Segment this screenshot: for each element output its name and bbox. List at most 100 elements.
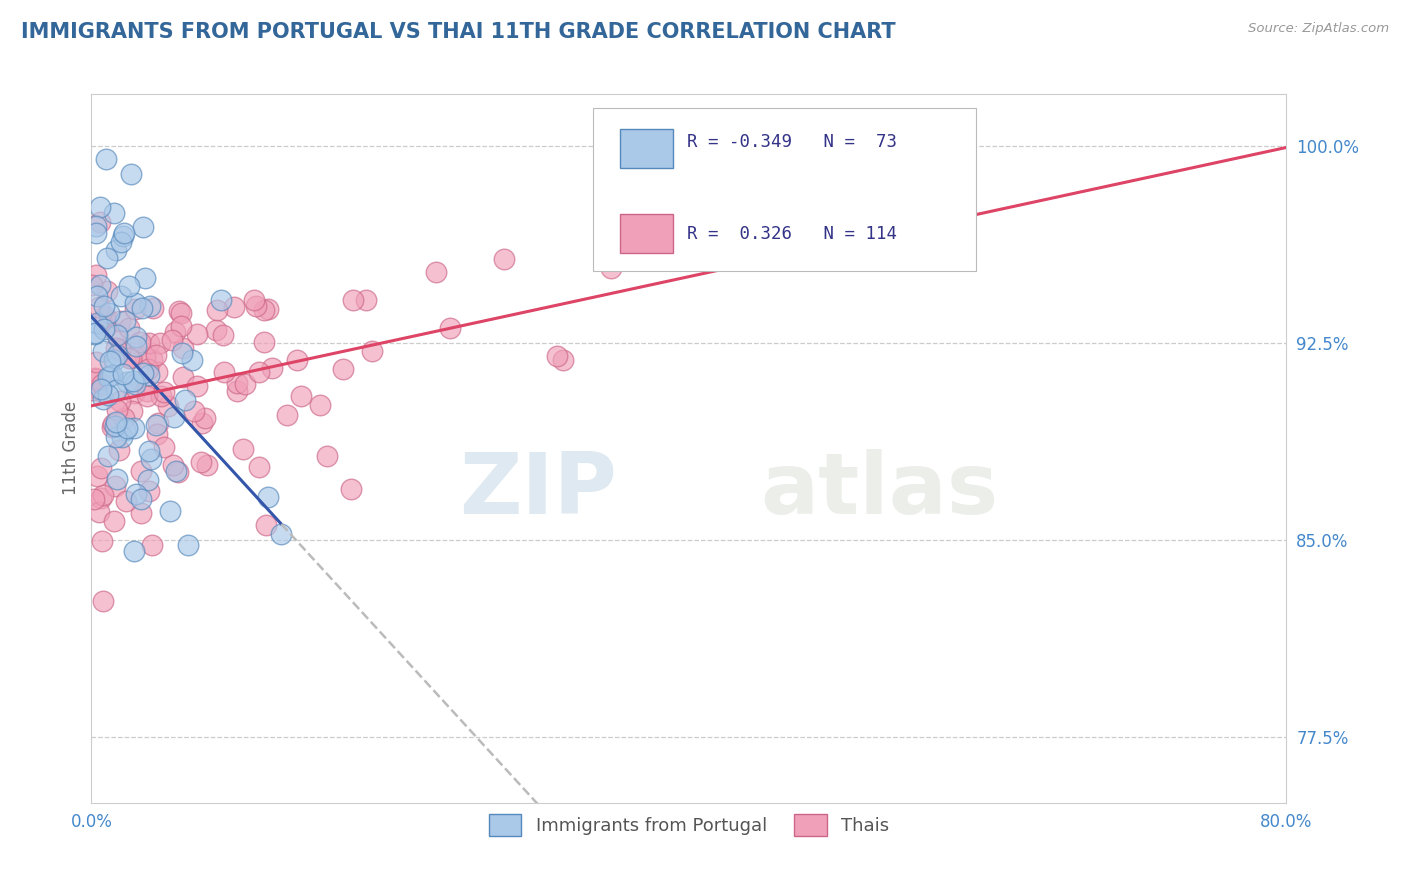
Point [354, 293, 377, 308]
Point [87, 300, 110, 314]
Point [108, 442, 131, 457]
Point [159, 504, 181, 518]
Point [118, 351, 141, 366]
Point [83, 491, 105, 506]
Point [145, 348, 167, 362]
Point [290, 389, 312, 403]
Point [112, 411, 135, 425]
Point [84, 226, 107, 240]
Point [97, 387, 120, 401]
Point [97, 449, 120, 463]
Point [105, 429, 128, 443]
Point [153, 440, 176, 454]
Point [96, 251, 118, 265]
Point [104, 419, 127, 434]
Point [148, 416, 170, 430]
Point [93, 322, 115, 336]
Point [546, 349, 568, 363]
Point [180, 352, 202, 367]
Point [141, 538, 163, 552]
Point [91, 392, 114, 406]
Point [193, 410, 215, 425]
Point [86, 268, 108, 283]
Point [139, 299, 162, 313]
Point [492, 252, 515, 267]
Point [131, 366, 153, 380]
Point [118, 321, 141, 335]
Point [103, 353, 125, 368]
Legend: Immigrants from Portugal, Thais: Immigrants from Portugal, Thais [481, 807, 897, 844]
Point [309, 398, 332, 412]
Point [94, 311, 117, 326]
Point [167, 304, 190, 318]
Point [124, 302, 146, 317]
Point [111, 430, 134, 444]
Point [169, 306, 191, 320]
Point [115, 493, 138, 508]
Point [439, 321, 461, 335]
Point [105, 472, 128, 486]
Point [120, 167, 142, 181]
Point [118, 279, 141, 293]
Point [332, 361, 354, 376]
Point [145, 417, 167, 432]
Y-axis label: 11th Grade: 11th Grade [62, 401, 80, 495]
Point [342, 293, 364, 307]
Point [108, 314, 131, 328]
Point [162, 334, 184, 348]
Point [138, 484, 160, 499]
Text: atlas: atlas [761, 450, 998, 533]
Point [124, 376, 146, 391]
Point [270, 526, 292, 541]
Point [138, 473, 160, 487]
Point [233, 376, 256, 391]
Point [256, 302, 278, 317]
Point [257, 490, 280, 504]
Point [108, 394, 131, 409]
Point [191, 417, 214, 431]
Point [104, 326, 127, 340]
Point [253, 302, 276, 317]
Point [186, 378, 208, 392]
Point [103, 514, 125, 528]
Point [195, 458, 218, 473]
Point [90, 534, 112, 549]
Point [553, 352, 575, 367]
Point [100, 368, 122, 382]
Point [84, 326, 107, 340]
Point [177, 538, 200, 552]
Point [83, 372, 105, 386]
Point [112, 226, 135, 240]
Point [183, 404, 205, 418]
Point [146, 365, 169, 379]
Point [125, 487, 148, 501]
Point [169, 319, 191, 334]
Point [172, 342, 194, 356]
Point [165, 325, 187, 339]
Point [134, 271, 156, 285]
Point [91, 488, 114, 502]
Point [121, 374, 143, 388]
Point [659, 174, 682, 188]
Point [340, 482, 363, 496]
Point [90, 461, 112, 475]
Point [121, 404, 143, 418]
Point [101, 420, 124, 434]
Point [141, 352, 163, 367]
Point [104, 415, 127, 429]
Point [225, 384, 247, 399]
Point [247, 365, 270, 379]
Point [91, 593, 114, 607]
Point [172, 370, 194, 384]
Point [122, 543, 145, 558]
Point [90, 491, 112, 506]
Point [91, 344, 114, 359]
Text: ZIP: ZIP [460, 450, 617, 533]
Point [145, 427, 167, 442]
Point [82, 278, 104, 293]
Point [162, 458, 184, 473]
Point [224, 300, 246, 314]
Point [108, 343, 131, 357]
Point [212, 365, 235, 379]
Point [122, 421, 145, 435]
